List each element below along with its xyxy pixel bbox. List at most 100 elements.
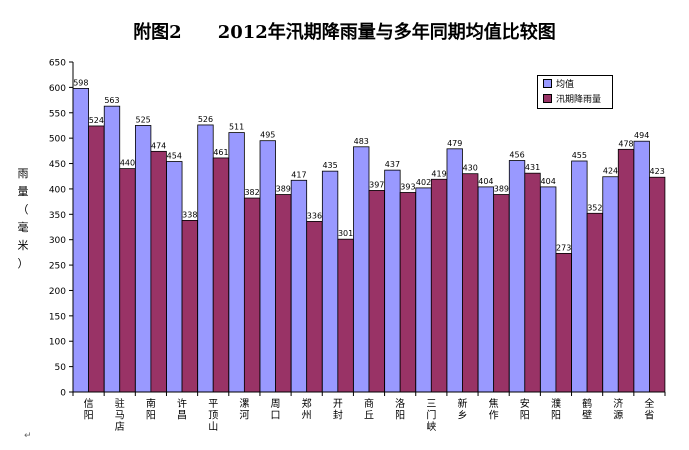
x-tick-label: 濮 (551, 397, 561, 410)
bar-rainfall (555, 252, 572, 393)
legend-item-mean: 均值 (538, 76, 612, 91)
bar-mean (446, 148, 463, 393)
bar-rainfall (586, 212, 604, 393)
x-tick-label: 商 (364, 397, 374, 410)
data-label-rainfall: 478 (618, 139, 633, 148)
data-label-rainfall: 382 (244, 188, 259, 197)
data-label-mean: 424 (603, 167, 618, 176)
chart-title: 附图2 2012年汛期降雨量与多年同期均值比较图 (133, 22, 556, 43)
bar-mean (353, 146, 370, 393)
data-label-rainfall: 423 (650, 167, 665, 176)
legend-label-rainfall: 汛期降雨量 (556, 95, 602, 105)
legend-item-rainfall: 汛期降雨量 (538, 91, 612, 106)
bar-mean (259, 140, 276, 393)
x-tick-label: 驻 (115, 397, 125, 410)
x-tick-label: 三 (426, 399, 436, 410)
data-label-mean: 455 (572, 151, 587, 160)
y-axis: 0 50 100 150 200 250 300 350 400 450 500 550 600 650 (49, 59, 74, 399)
bar-rainfall (649, 176, 666, 393)
legend-label-mean: 均值 (556, 80, 575, 90)
x-tick-label: 阳 (520, 410, 530, 422)
x-tick-label: 丘 (364, 410, 374, 422)
data-label-rainfall: 461 (213, 148, 228, 157)
data-label-rainfall: 431 (525, 163, 540, 172)
bar-rainfall (275, 194, 292, 393)
bar-mean (103, 105, 121, 393)
y-axis-label-char: 毫 (17, 221, 29, 234)
x-tick-label: 鹤 (582, 397, 592, 410)
x-tick-label: 开 (333, 399, 343, 410)
x-tick-label: 昌 (177, 410, 187, 422)
y-tick-label: 500 (49, 135, 66, 145)
bars (72, 88, 666, 393)
data-label-mean: 479 (447, 139, 462, 148)
bar-rainfall (88, 125, 105, 393)
data-label-mean: 494 (634, 131, 649, 140)
bar-mean (197, 124, 214, 393)
x-tick-label: 封 (333, 409, 343, 422)
y-axis-label-char: 雨 (17, 167, 29, 180)
x-tick-label: 作 (489, 410, 499, 422)
y-tick-label: 400 (49, 185, 66, 195)
x-tick-label: 周 (271, 398, 281, 410)
legend-swatch-mean (543, 79, 552, 88)
bar-mean (321, 170, 339, 393)
y-tick-label: 50 (55, 363, 67, 373)
data-label-mean: 483 (354, 137, 369, 146)
data-label-mean: 437 (385, 160, 400, 169)
x-tick-label: 峡 (426, 420, 436, 433)
y-tick-label: 100 (49, 338, 66, 348)
bar-mean (477, 186, 495, 393)
data-label-mean: 526 (198, 115, 213, 124)
bar-rainfall (181, 219, 198, 393)
y-tick-label: 300 (49, 236, 66, 246)
x-tick-label: 洛 (395, 397, 405, 410)
y-axis-label-char: 量 (17, 185, 29, 198)
bar-rainfall (430, 178, 448, 393)
data-label-rainfall: 474 (151, 141, 166, 150)
x-tick-label: 口 (271, 411, 281, 422)
x-tick-label: 郑 (302, 397, 312, 410)
bar-mean (72, 88, 89, 393)
x-tick-label: 省 (644, 409, 654, 422)
bar-mean (290, 179, 308, 393)
y-tick-label: 150 (49, 312, 66, 322)
data-label-mean: 417 (291, 170, 306, 179)
y-tick-label: 650 (49, 59, 66, 69)
legend-swatch-rainfall (543, 94, 552, 103)
x-tick-label: 济 (613, 397, 623, 410)
x-tick-label: 阳 (84, 410, 94, 422)
y-tick-label: 550 (49, 109, 66, 119)
x-tick-label: 南 (146, 397, 156, 410)
y-tick-label: 200 (49, 287, 66, 297)
data-label-rainfall: 338 (182, 210, 197, 219)
x-tick-label: 门 (426, 409, 436, 422)
data-label-mean: 456 (509, 150, 524, 159)
data-label-mean: 511 (229, 123, 244, 132)
bar-mean (540, 186, 557, 393)
data-label-mean: 525 (136, 115, 151, 124)
bar-mean (384, 169, 401, 393)
x-tick-label: 顶 (208, 410, 218, 422)
bar-rainfall (306, 221, 323, 393)
bar-mean (602, 176, 619, 393)
bar-mean (134, 125, 152, 393)
bar-mean (633, 140, 650, 393)
data-label-mean: 598 (73, 78, 88, 87)
x-tick-label: 焦 (489, 397, 499, 410)
x-tick-label: 阳 (551, 410, 561, 422)
y-axis-label-char: 米 (17, 239, 29, 252)
x-tick-label: 店 (115, 420, 125, 433)
x-tick-label: 河 (239, 410, 249, 422)
data-label-rainfall: 419 (431, 169, 446, 178)
data-label-rainfall: 301 (338, 229, 353, 238)
y-axis-label-char: ） (17, 257, 29, 270)
data-label-mean: 435 (322, 161, 337, 170)
data-label-mean: 454 (167, 152, 182, 161)
bar-rainfall (462, 173, 479, 393)
data-label-rainfall: 389 (494, 185, 509, 194)
bar-mean (508, 160, 526, 393)
y-tick-label: 450 (49, 160, 66, 170)
x-tick-label: 安 (520, 397, 530, 410)
